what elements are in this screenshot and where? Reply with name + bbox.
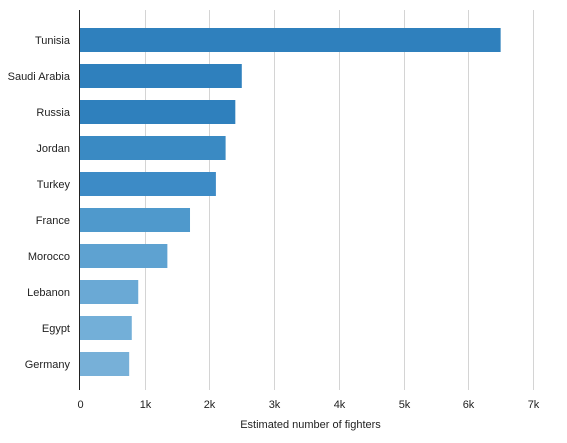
category-label-lebanon: Lebanon <box>27 287 70 299</box>
category-labels: Tunisia Saudi Arabia Russia Jordan Turkey Fra… <box>8 35 71 371</box>
category-label-morocco: Morocco <box>28 251 70 263</box>
x-tick-label: 4k <box>334 399 346 411</box>
bar-russia[interactable] <box>80 100 236 124</box>
category-label-germany: Germany <box>25 359 71 371</box>
x-tick-label: 6k <box>463 399 475 411</box>
x-axis-title: Estimated number of fighters <box>240 419 381 431</box>
bar-jordan[interactable] <box>80 136 226 160</box>
category-label-france: France <box>36 215 70 227</box>
category-label-saudi-arabia: Saudi Arabia <box>8 71 71 83</box>
bar-lebanon[interactable] <box>80 280 139 304</box>
bar-turkey[interactable] <box>80 172 216 196</box>
bars <box>80 28 501 376</box>
bar-egypt[interactable] <box>80 316 132 340</box>
x-tick-label: 3k <box>269 399 281 411</box>
category-label-tunisia: Tunisia <box>35 35 71 47</box>
x-tick-label: 7k <box>528 399 540 411</box>
category-label-egypt: Egypt <box>42 323 70 335</box>
x-tick-label: 2k <box>204 399 216 411</box>
bar-saudi-arabia[interactable] <box>80 64 242 88</box>
bar-germany[interactable] <box>80 352 130 376</box>
bar-france[interactable] <box>80 208 191 232</box>
x-tick-label: 1k <box>140 399 152 411</box>
x-tick-label: 0 <box>77 399 83 411</box>
x-tick-label: 5k <box>399 399 411 411</box>
category-label-turkey: Turkey <box>37 179 71 191</box>
bar-morocco[interactable] <box>80 244 168 268</box>
category-label-russia: Russia <box>36 107 71 119</box>
x-tick-labels: 0 1k 2k 3k 4k 5k 6k 7k <box>77 399 539 411</box>
category-label-jordan: Jordan <box>36 143 70 155</box>
bar-tunisia[interactable] <box>80 28 501 52</box>
